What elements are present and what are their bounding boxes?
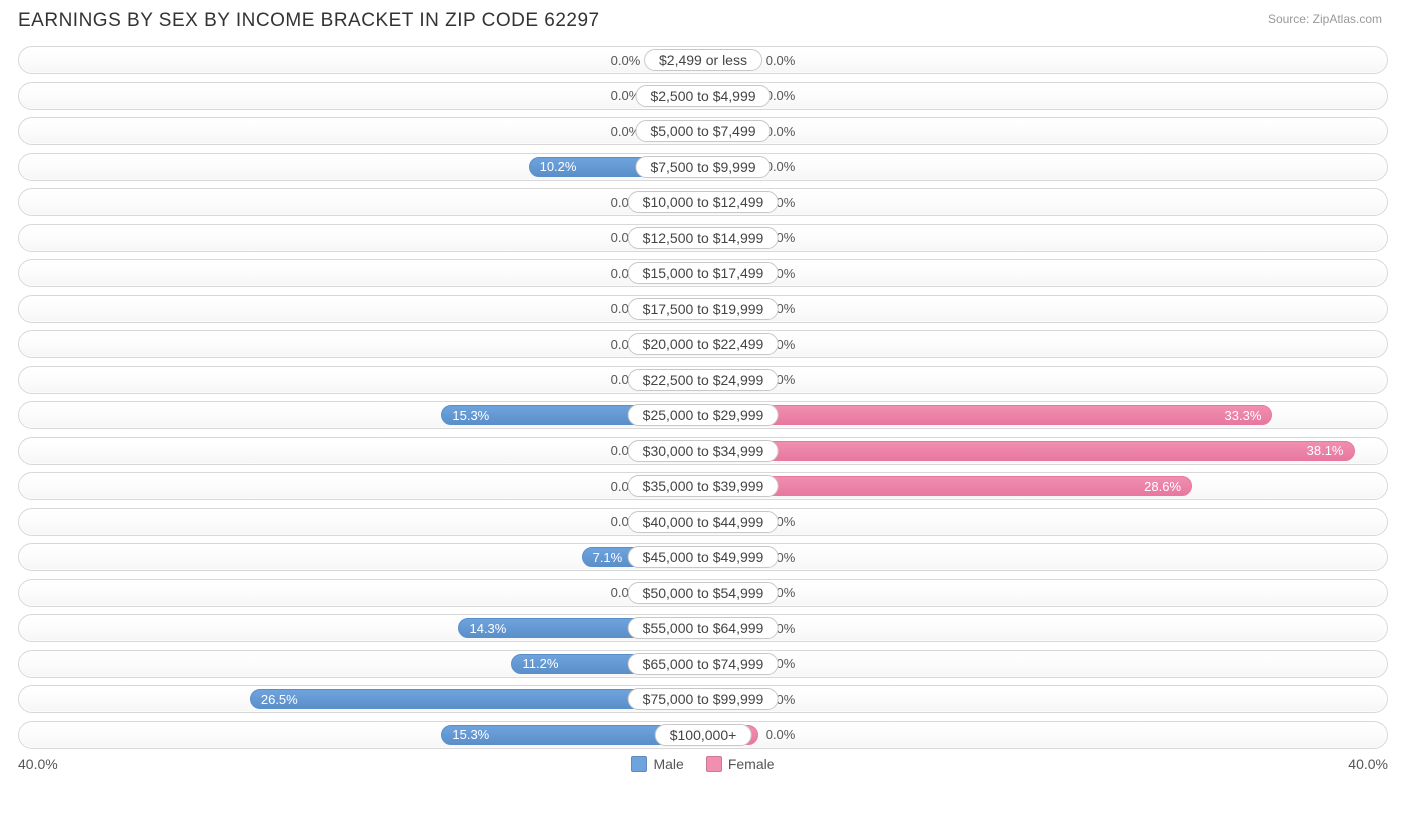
chart-row: 7.1% 0.0%$45,000 to $49,999	[18, 543, 1388, 571]
chart-row: 15.3% 0.0% $100,000+	[18, 721, 1388, 749]
male-value: 0.0%	[19, 260, 648, 286]
category-label: $2,499 or less	[644, 49, 762, 71]
chart-row: 0.0% 0.0%$17,500 to $19,999	[18, 295, 1388, 323]
female-value: 0.0%	[758, 331, 1387, 357]
female-value: 0.0%	[758, 260, 1387, 286]
female-value: 0.0%	[758, 189, 1387, 215]
chart-row: 0.0% 0.0%$15,000 to $17,499	[18, 259, 1388, 287]
category-label: $5,000 to $7,499	[635, 120, 770, 142]
chart-row: 15.3% 33.3% $25,000 to $29,999	[18, 401, 1388, 429]
female-value: 0.0%	[758, 544, 1387, 570]
male-value: 0.0%	[19, 331, 648, 357]
chart-footer: 40.0% Male Female 40.0%	[18, 756, 1388, 772]
male-value: 0.0%	[19, 296, 648, 322]
male-value: 26.5%	[261, 692, 298, 707]
male-value: 0.0%	[19, 118, 648, 144]
female-value: 0.0%	[758, 580, 1387, 606]
chart-row: 0.0% 28.6% $35,000 to $39,999	[18, 472, 1388, 500]
male-value: 15.3%	[452, 727, 489, 742]
chart-row: 0.0% 0.0%$2,499 or less	[18, 46, 1388, 74]
female-value: 28.6%	[1144, 479, 1181, 494]
chart-row: 0.0% 0.0%$22,500 to $24,999	[18, 366, 1388, 394]
axis-max-left: 40.0%	[18, 756, 58, 772]
female-value: 0.0%	[758, 722, 1387, 748]
female-value: 0.0%	[758, 296, 1387, 322]
male-value: 11.2%	[522, 656, 558, 671]
category-label: $25,000 to $29,999	[628, 404, 779, 426]
chart-row: 0.0% 0.0%$2,500 to $4,999	[18, 82, 1388, 110]
male-value: 0.0%	[19, 367, 648, 393]
category-label: $100,000+	[655, 724, 752, 746]
chart-title: EARNINGS BY SEX BY INCOME BRACKET IN ZIP…	[18, 10, 1388, 32]
legend-item-male: Male	[631, 756, 683, 772]
chart-row: 26.5% 0.0%$75,000 to $99,999	[18, 685, 1388, 713]
legend-item-female: Female	[706, 756, 775, 772]
male-value: 0.0%	[19, 580, 648, 606]
category-label: $40,000 to $44,999	[628, 511, 779, 533]
female-value: 0.0%	[758, 686, 1387, 712]
category-label: $2,500 to $4,999	[635, 85, 770, 107]
category-label: $65,000 to $74,999	[628, 653, 779, 675]
chart-row: 10.2% 0.0%$7,500 to $9,999	[18, 153, 1388, 181]
male-value: 0.0%	[19, 473, 648, 499]
male-value: 7.1%	[593, 550, 623, 565]
male-value: 15.3%	[452, 408, 489, 423]
legend: Male Female	[631, 756, 774, 772]
female-value: 0.0%	[758, 118, 1387, 144]
category-label: $45,000 to $49,999	[628, 546, 779, 568]
swatch-female	[706, 756, 722, 772]
male-value: 0.0%	[19, 47, 648, 73]
female-value: 0.0%	[758, 225, 1387, 251]
category-label: $10,000 to $12,499	[628, 191, 779, 213]
male-value: 0.0%	[19, 189, 648, 215]
source-attribution: Source: ZipAtlas.com	[1268, 12, 1382, 26]
chart-row: 0.0% 0.0%$5,000 to $7,499	[18, 117, 1388, 145]
category-label: $35,000 to $39,999	[628, 475, 779, 497]
female-value: 0.0%	[758, 615, 1387, 641]
category-label: $75,000 to $99,999	[628, 688, 779, 710]
chart-row: 0.0% 0.0%$10,000 to $12,499	[18, 188, 1388, 216]
category-label: $22,500 to $24,999	[628, 369, 779, 391]
chart-row: 0.0% 0.0%$12,500 to $14,999	[18, 224, 1388, 252]
chart-row: 14.3% 0.0%$55,000 to $64,999	[18, 614, 1388, 642]
swatch-male	[631, 756, 647, 772]
chart-row: 11.2% 0.0%$65,000 to $74,999	[18, 650, 1388, 678]
female-value: 33.3%	[1225, 408, 1262, 423]
male-value: 10.2%	[540, 159, 577, 174]
chart-row: 0.0% 0.0%$50,000 to $54,999	[18, 579, 1388, 607]
male-value: 0.0%	[19, 509, 648, 535]
chart-row: 0.0% 0.0%$40,000 to $44,999	[18, 508, 1388, 536]
chart-row: 0.0% 38.1% $30,000 to $34,999	[18, 437, 1388, 465]
category-label: $20,000 to $22,499	[628, 333, 779, 355]
category-label: $15,000 to $17,499	[628, 262, 779, 284]
legend-label-male: Male	[653, 756, 683, 772]
female-value: 0.0%	[758, 83, 1387, 109]
female-value: 0.0%	[758, 367, 1387, 393]
category-label: $12,500 to $14,999	[628, 227, 779, 249]
female-value: 0.0%	[758, 509, 1387, 535]
male-value: 0.0%	[19, 438, 648, 464]
chart-row: 0.0% 0.0%$20,000 to $22,499	[18, 330, 1388, 358]
category-label: $50,000 to $54,999	[628, 582, 779, 604]
female-value: 38.1%	[1307, 443, 1344, 458]
chart-area: 0.0%0.0%$2,499 or less0.0%0.0%$2,500 to …	[18, 46, 1388, 749]
female-value: 0.0%	[758, 651, 1387, 677]
male-value: 0.0%	[19, 83, 648, 109]
female-value: 0.0%	[758, 154, 1387, 180]
category-label: $30,000 to $34,999	[628, 440, 779, 462]
legend-label-female: Female	[728, 756, 775, 772]
female-bar: 33.3%	[703, 405, 1272, 425]
category-label: $55,000 to $64,999	[628, 617, 779, 639]
category-label: $7,500 to $9,999	[635, 156, 770, 178]
category-label: $17,500 to $19,999	[628, 298, 779, 320]
female-value: 0.0%	[758, 47, 1387, 73]
male-value: 14.3%	[469, 621, 506, 636]
male-value: 0.0%	[19, 225, 648, 251]
female-bar: 38.1%	[703, 441, 1355, 461]
axis-max-right: 40.0%	[1348, 756, 1388, 772]
